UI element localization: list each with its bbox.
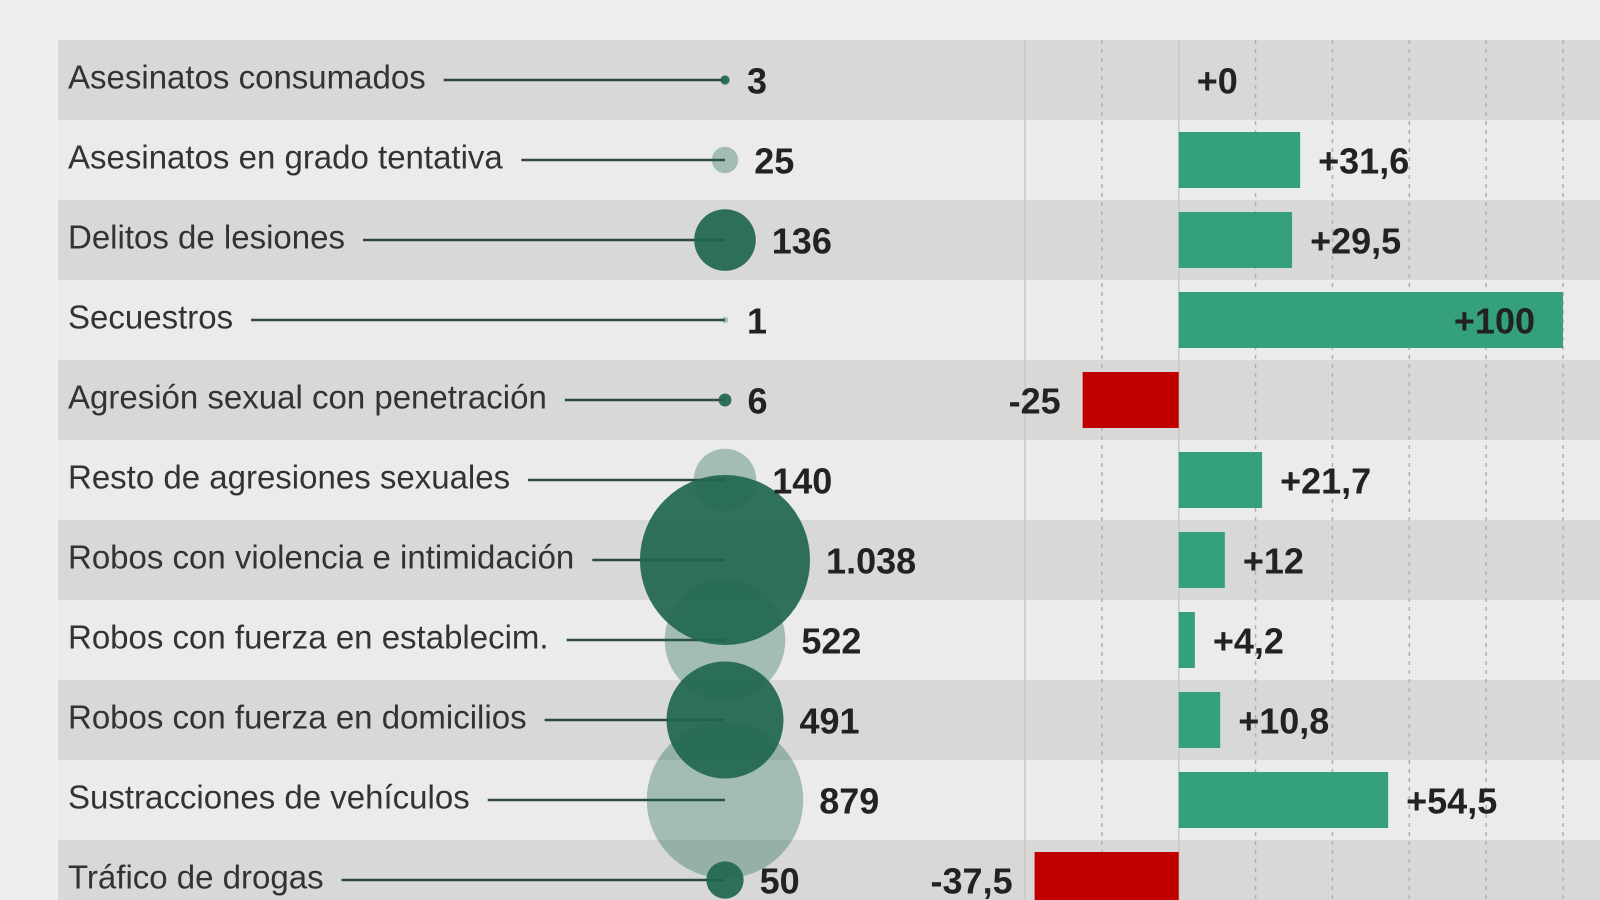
bar [1178,612,1195,668]
value-label: 50 [760,861,800,900]
change-label: +12 [1243,541,1304,582]
value-label: 879 [819,781,879,822]
category-label: Asesinatos consumados [68,59,426,96]
value-label: 1.038 [826,541,916,582]
change-label: +31,6 [1318,141,1409,182]
row-band [58,360,1600,440]
category-label: Secuestros [68,299,233,336]
bar [1178,772,1389,828]
bar [1178,452,1263,508]
bar [1178,292,1563,348]
category-label: Robos con fuerza en establecim. [68,619,549,656]
row-band [58,680,1600,760]
change-label: +100 [1454,301,1535,342]
bubble [711,146,739,174]
change-label: -37,5 [931,861,1013,900]
value-label: 25 [754,141,794,182]
category-label: Robos con fuerza en domicilios [68,699,527,736]
bar [1034,852,1179,900]
bar [1178,132,1301,188]
row-band [58,840,1600,900]
category-label: Asesinatos en grado tentativa [68,139,503,176]
category-label: Sustracciones de vehículos [68,779,470,816]
value-label: 491 [799,701,859,742]
bar [1178,212,1293,268]
bubble [694,209,756,271]
bubble [718,393,732,407]
value-label: 522 [801,621,861,662]
change-label: +29,5 [1310,221,1401,262]
row-band [58,600,1600,680]
bubble [646,721,804,879]
category-label: Delitos de lesiones [68,219,345,256]
bubble [706,861,744,899]
change-label: +54,5 [1406,781,1497,822]
value-label: 3 [747,61,767,102]
value-label: 1 [747,301,767,342]
value-label: 6 [747,381,767,422]
category-label: Agresión sexual con penetración [68,379,547,416]
bar [1178,532,1225,588]
value-label: 140 [772,461,832,502]
leader-lines [251,78,725,882]
change-label: +4,2 [1213,621,1284,662]
change-label: +10,8 [1238,701,1329,742]
category-label: Tráfico de drogas [68,859,324,896]
bar [1178,692,1221,748]
category-label: Resto de agresiones sexuales [68,459,510,496]
bubble [722,317,728,323]
bubbles [639,75,811,899]
bubble [666,661,784,779]
change-label: -25 [1009,381,1061,422]
bars [1034,132,1563,900]
change-label: +21,7 [1280,461,1371,502]
bubble [720,75,730,85]
texts: Asesinatos consumados 3 +0 Asesinatos en gr… [68,59,1535,900]
row-band [58,40,1600,120]
bar [1082,372,1179,428]
change-label: +0 [1197,61,1238,102]
row-band [58,520,1600,600]
bubble [639,474,811,646]
row-band [58,120,1600,200]
value-label: 136 [772,221,832,262]
category-label: Robos con violencia e intimidación [68,539,574,576]
row-band [58,440,1600,520]
row-band [58,200,1600,280]
